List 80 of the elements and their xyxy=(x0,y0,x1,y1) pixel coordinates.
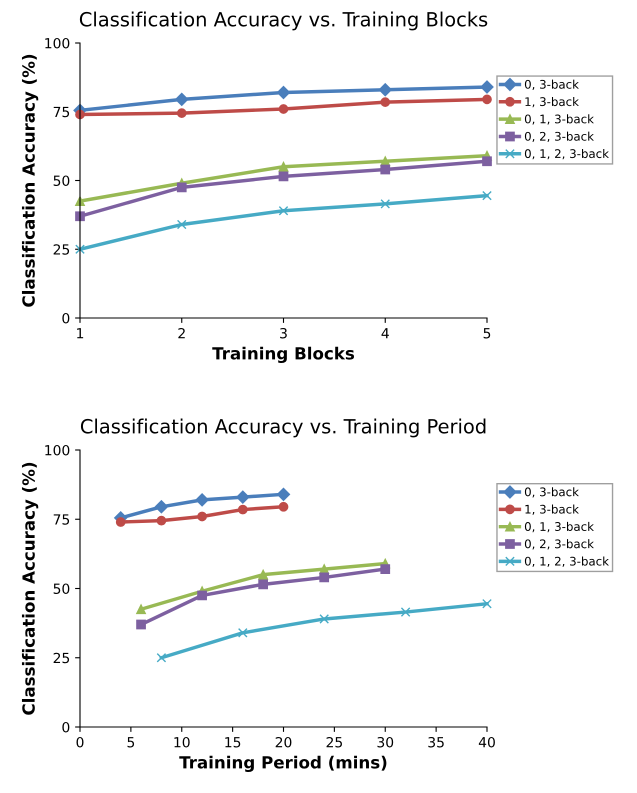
point xyxy=(175,92,188,106)
legend-label: 1, 3-back xyxy=(525,96,579,108)
point xyxy=(136,604,146,614)
x-tick-label: 35 xyxy=(428,736,444,748)
legend-label: 0, 3-back xyxy=(524,80,579,90)
x-tick-label: 20 xyxy=(276,736,292,748)
point xyxy=(278,104,288,114)
y-tick-label: 75 xyxy=(54,106,70,118)
legend-label: 1, 3-back xyxy=(525,504,579,515)
x-tick-label: 15 xyxy=(225,737,240,748)
x-tick-label: 1 xyxy=(77,328,84,338)
point xyxy=(75,211,85,222)
point xyxy=(278,502,288,512)
point xyxy=(278,172,288,182)
chart-title: Classification Accuracy vs. Training Period xyxy=(80,418,486,438)
y-tick-label: 75 xyxy=(54,514,70,525)
point xyxy=(116,517,126,527)
point xyxy=(176,108,187,118)
legend-label: 0, 1, 2, 3-back xyxy=(524,556,609,567)
point xyxy=(276,86,290,100)
point xyxy=(380,199,390,209)
legend-label: 0, 1, 2, 3-back xyxy=(524,148,609,160)
point xyxy=(238,504,248,514)
x-tick-label: 0 xyxy=(76,736,84,748)
y-tick-label: 0 xyxy=(62,312,70,324)
x-axis-title: Training Period (mins) xyxy=(179,756,386,772)
point xyxy=(136,620,146,630)
point xyxy=(400,607,410,617)
y-tick-label: 100 xyxy=(45,38,70,48)
y-tick-label: 50 xyxy=(54,175,70,186)
point xyxy=(319,614,330,624)
point xyxy=(278,162,288,172)
x-axis-title: Training Blocks xyxy=(212,346,354,363)
point xyxy=(482,94,492,104)
x-tick-label: 2 xyxy=(178,328,185,338)
point xyxy=(197,512,207,522)
chart-title: Classification Accuracy vs. Training Blocks xyxy=(80,12,488,30)
point xyxy=(154,500,168,514)
x-tick-label: 30 xyxy=(377,736,394,748)
point xyxy=(319,572,330,582)
point xyxy=(238,628,248,638)
y-tick-label: 25 xyxy=(54,652,70,664)
y-tick-label: 50 xyxy=(54,583,70,594)
y-tick-label: 0 xyxy=(62,722,70,732)
point xyxy=(380,564,390,574)
point xyxy=(258,579,268,590)
y-tick-label: 25 xyxy=(54,244,70,255)
point xyxy=(236,490,250,504)
point xyxy=(278,206,288,216)
point xyxy=(380,164,390,174)
point xyxy=(482,190,492,200)
point xyxy=(196,493,209,506)
y-tick-label: 100 xyxy=(45,444,70,456)
point xyxy=(197,590,207,600)
point xyxy=(482,156,492,166)
x-tick-label: 5 xyxy=(484,328,490,338)
x-tick-label: 3 xyxy=(280,328,287,338)
point xyxy=(75,244,85,254)
point xyxy=(378,83,392,96)
y-axis-title: Classification Accuracy (%) xyxy=(22,54,38,307)
point xyxy=(480,80,494,94)
legend-label: 0, 2, 3-back xyxy=(524,132,594,142)
x-tick-label: 25 xyxy=(326,736,342,748)
legend-label: 0, 2, 3-back xyxy=(524,539,594,550)
legend-label: 0, 3-back xyxy=(524,487,579,498)
point xyxy=(380,97,390,107)
x-tick-label: 40 xyxy=(478,736,495,748)
point xyxy=(156,516,166,526)
y-axis-title: Classification Accuracy (%) xyxy=(22,462,38,715)
x-tick-label: 5 xyxy=(128,737,134,748)
point xyxy=(276,488,290,501)
x-tick-label: 4 xyxy=(382,328,389,338)
point xyxy=(176,220,187,230)
x-tick-label: 10 xyxy=(174,736,190,748)
point xyxy=(156,652,166,663)
legend-label: 0, 1, 3-back xyxy=(524,114,594,125)
point xyxy=(482,598,492,609)
legend-label: 0, 1, 3-back xyxy=(524,522,594,532)
point xyxy=(258,570,268,580)
point xyxy=(176,182,187,192)
